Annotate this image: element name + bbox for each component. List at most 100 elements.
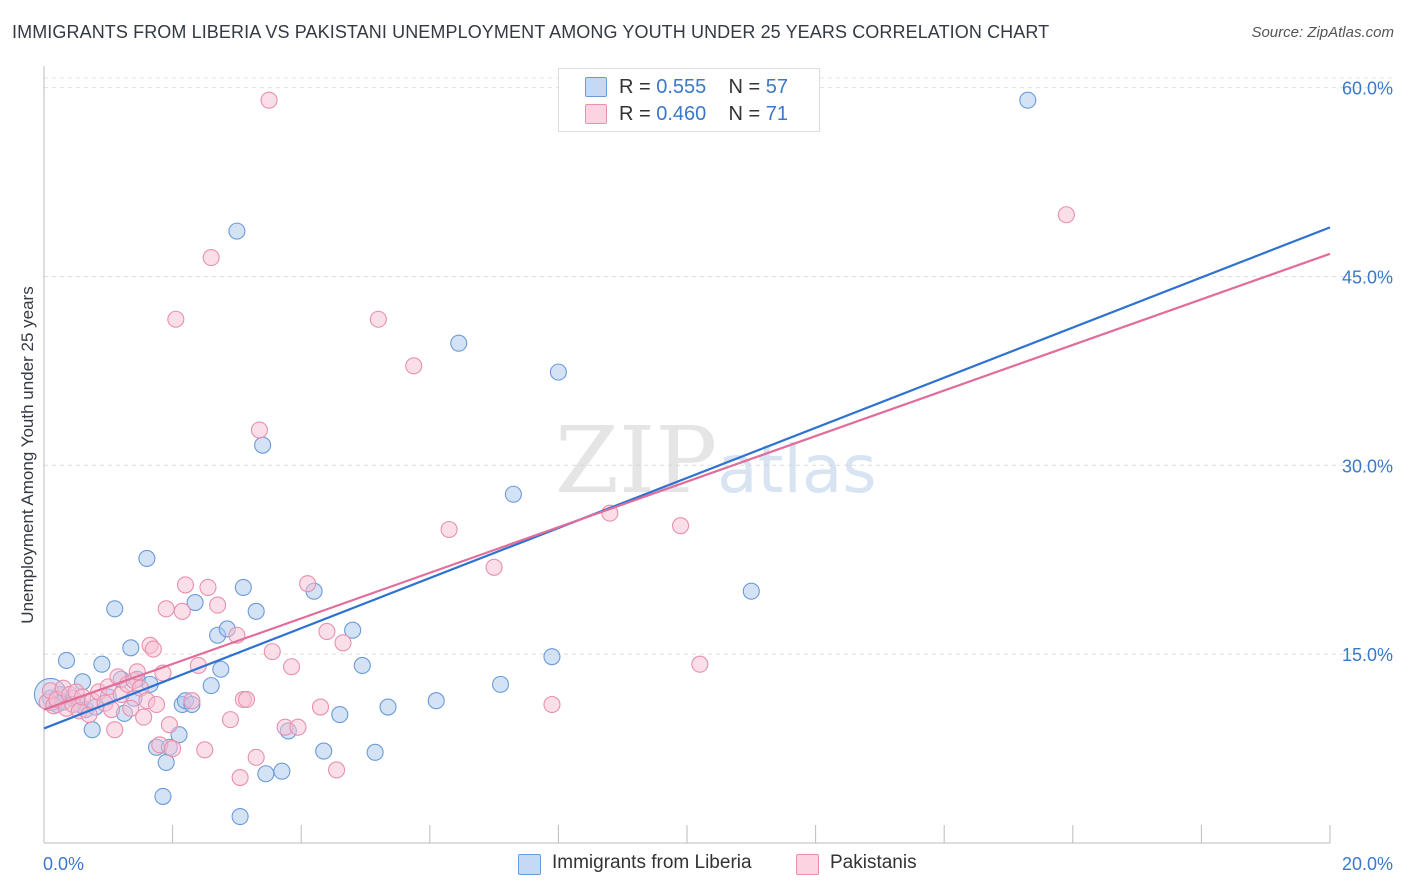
liberia-point-35 [231, 808, 249, 826]
pakistanis-point-58 [318, 622, 336, 641]
gridlines [44, 77, 1394, 655]
watermark: ZIPatlas [555, 407, 877, 514]
liberia-point-51 [491, 675, 510, 693]
tick-labels: 15.0% 30.0% 45.0% 60.0% 0.0% 20.0% [43, 79, 1393, 874]
trend-line-pakistanis [43, 252, 1331, 711]
pakistanis-point-69 [1057, 206, 1075, 224]
liberia-point-13 [106, 600, 124, 618]
pakistanis-point-64 [485, 558, 503, 576]
y-tick-label-1: 30.0% [1342, 456, 1393, 476]
legend-n-value-pakistanis: 71 [765, 103, 789, 125]
trend-lines [43, 226, 1331, 730]
pakistanis-point-46 [231, 768, 249, 787]
pakistanis-point-49 [247, 748, 265, 766]
liberia-point-19 [138, 549, 156, 568]
liberia-point-48 [379, 698, 397, 716]
liberia-point-32 [212, 660, 230, 678]
liberia-point-11 [93, 655, 111, 673]
series-liberia-points [33, 91, 1037, 826]
liberia-point-34 [228, 222, 246, 240]
liberia-point-29 [186, 593, 204, 612]
stats-legend: R = 0.555 N = 57 R = 0.460 N = 71 [558, 68, 820, 132]
pakistanis-point-34 [164, 740, 182, 758]
liberia-point-52 [504, 485, 522, 503]
watermark-zip: ZIP [555, 407, 717, 514]
pakistanis-point-48 [237, 690, 256, 709]
y-tick-label-3: 60.0% [1342, 79, 1393, 99]
liberia-point-30 [202, 677, 220, 695]
y-tick-label-2: 45.0% [1342, 267, 1393, 287]
liberia-point-39 [257, 765, 275, 783]
pakistanis-point-59 [328, 761, 346, 779]
legend-r-label: R = [619, 76, 651, 98]
legend-n-label: N = [728, 76, 761, 98]
pakistanis-point-35 [167, 310, 185, 328]
pakistanis-point-57 [311, 698, 330, 716]
liberia-point-45 [344, 621, 362, 639]
liberia-point-55 [742, 582, 760, 600]
pakistanis-point-51 [260, 91, 278, 109]
liberia-point-4 [57, 651, 76, 669]
legend-swatch-pakistanis [585, 104, 607, 124]
x-tick-label-min: 0.0% [43, 854, 84, 874]
liberia-point-47 [366, 743, 384, 761]
legend-r-value-pakistanis: 0.460 [656, 103, 707, 125]
legend-r-label: R = [619, 103, 651, 125]
chart-title: IMMIGRANTS FROM LIBERIA VS PAKISTANI UNE… [12, 22, 1050, 42]
liberia-point-38 [254, 436, 272, 454]
pakistanis-point-32 [157, 600, 175, 618]
pakistanis-point-17 [106, 721, 124, 739]
pakistanis-point-38 [183, 692, 201, 710]
legend-n-label: N = [728, 103, 761, 125]
pakistanis-point-65 [543, 695, 561, 714]
trend-line-liberia [43, 226, 1331, 730]
pakistanis-point-63 [440, 520, 458, 539]
pakistanis-point-54 [283, 658, 301, 676]
liberia-point-56 [1019, 91, 1037, 109]
pakistanis-point-50 [250, 421, 268, 439]
liberia-point-49 [427, 692, 445, 710]
bottom-legend-label-pakistanis: Pakistanis [830, 852, 917, 873]
bottom-legend-swatch-liberia [518, 854, 541, 875]
y-tick-label-0: 15.0% [1342, 645, 1393, 665]
liberia-point-9 [83, 721, 101, 739]
legend-swatch-liberia [585, 77, 607, 97]
pakistanis-point-44 [221, 711, 240, 729]
pakistanis-point-68 [691, 655, 709, 673]
liberia-point-36 [234, 578, 252, 596]
pakistanis-point-33 [160, 716, 178, 734]
liberia-point-37 [247, 602, 265, 620]
bottom-legend-label-liberia: Immigrants from Liberia [552, 852, 752, 873]
liberia-point-44 [331, 706, 349, 724]
pakistanis-point-25 [135, 708, 153, 726]
bottom-legend-swatch-pakistanis [796, 854, 819, 875]
liberia-point-54 [549, 363, 567, 381]
pakistanis-point-41 [199, 578, 217, 596]
pakistanis-point-52 [263, 643, 281, 661]
liberia-point-43 [315, 742, 333, 760]
x-tick-label-max: 20.0% [1342, 854, 1393, 874]
liberia-point-40 [273, 762, 291, 780]
pakistanis-point-55 [289, 718, 307, 736]
legend-n-value-liberia: 57 [765, 76, 789, 98]
liberia-point-16 [122, 639, 140, 657]
pakistanis-point-29 [147, 695, 166, 714]
pakistanis-point-56 [299, 575, 317, 593]
pakistanis-point-40 [196, 741, 214, 759]
pakistanis-point-28 [144, 640, 162, 658]
pakistanis-point-36 [173, 602, 191, 620]
liberia-point-53 [543, 648, 561, 666]
watermark-text: ZIPatlas [555, 407, 877, 514]
legend-r-value-liberia: 0.555 [656, 76, 707, 98]
pakistanis-point-42 [202, 249, 220, 267]
pakistanis-point-61 [369, 310, 387, 328]
pakistanis-point-67 [672, 517, 690, 535]
pakistanis-point-37 [176, 576, 195, 594]
pakistanis-point-43 [209, 596, 227, 614]
liberia-point-50 [450, 334, 468, 352]
pakistanis-point-62 [405, 357, 423, 375]
liberia-point-22 [154, 787, 172, 805]
pakistanis-point-21 [122, 699, 140, 717]
liberia-point-46 [353, 656, 371, 675]
